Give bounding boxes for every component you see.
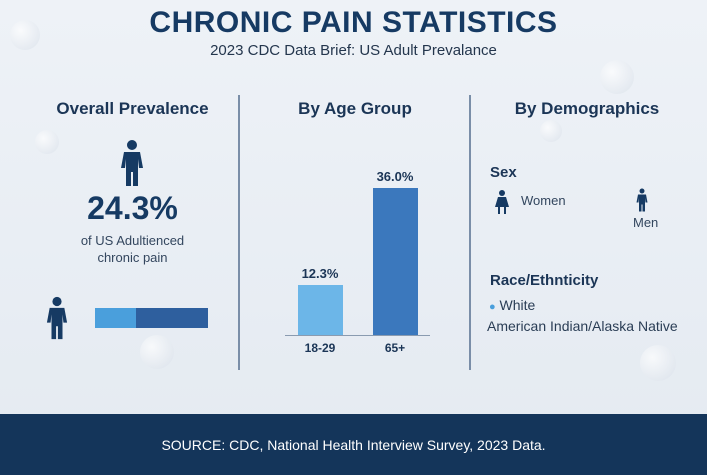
- man-icon: [636, 188, 648, 212]
- race-item: White: [499, 297, 536, 313]
- race-heading: Race/Ethnticity: [490, 272, 599, 289]
- overall-heading: Overall Prevalence: [56, 99, 209, 118]
- race-item: American Indian/Alaska Native: [487, 318, 678, 334]
- bullet-icon: ●: [489, 301, 496, 313]
- divider: [238, 95, 240, 370]
- person-icon: [121, 140, 143, 186]
- bar-18-29: [298, 284, 343, 335]
- progress-fill: [95, 308, 136, 328]
- overall-caption: of US Adultienced: [80, 233, 185, 248]
- person-icon: [46, 296, 68, 340]
- decor-bubble: [140, 335, 174, 369]
- sex-heading: Sex: [490, 164, 517, 181]
- women-label: Women: [521, 193, 566, 208]
- bar-65+: [373, 188, 418, 335]
- page-subtitle: 2023 CDC Data Brief: US Adult Prevalance: [210, 42, 497, 59]
- bar-value-label: 36.0%: [376, 169, 414, 184]
- bar-value-label: 12.3%: [301, 265, 339, 281]
- decor-bubble: [640, 345, 676, 381]
- decor-bubble: [540, 120, 562, 142]
- overall-caption: chronic pain: [97, 250, 168, 265]
- prevalence-progress-bar: [95, 308, 208, 328]
- woman-icon: [495, 190, 509, 214]
- decor-bubble: [600, 60, 634, 94]
- overall-value: 24.3%: [87, 190, 178, 226]
- source-footer: SOURCE: CDC, National Health Interview S…: [0, 414, 707, 475]
- category-label: 18-29: [304, 341, 336, 355]
- men-label: Men: [633, 215, 659, 230]
- age-heading: By Age Group: [298, 99, 412, 118]
- page-title: CHRONIC PAIN STATISTICS: [149, 6, 558, 39]
- chart-baseline: [285, 335, 430, 336]
- divider: [469, 95, 471, 370]
- decor-bubble: [10, 20, 40, 50]
- demographics-heading: By Demographics: [514, 99, 660, 118]
- decor-bubble: [35, 130, 59, 154]
- category-label: 65+: [384, 341, 406, 355]
